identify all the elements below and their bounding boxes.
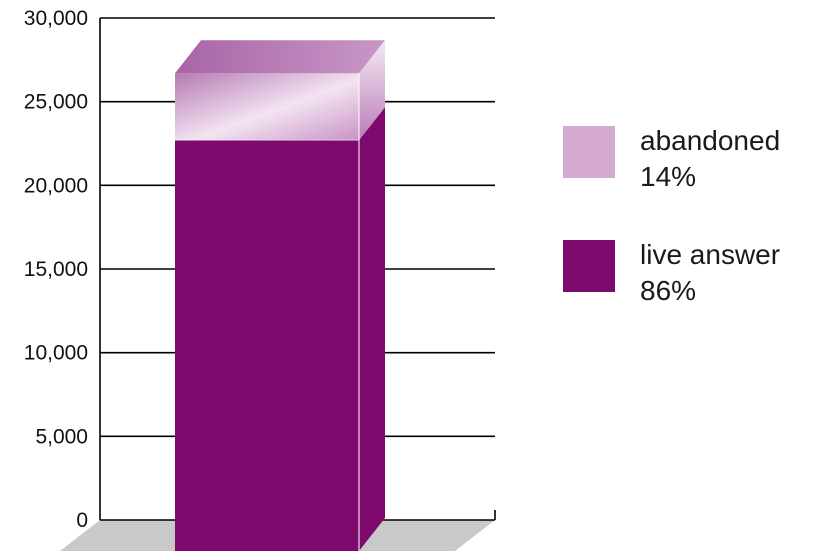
bar-segment-live-answer — [175, 140, 359, 551]
bar-segment-abandoned — [175, 73, 359, 141]
y-tick-label: 0 — [76, 509, 88, 532]
y-tick-label: 25,000 — [24, 91, 88, 114]
legend-swatch-live-answer — [563, 240, 615, 292]
bar-side-abandoned — [359, 40, 385, 141]
y-tick-label: 5,000 — [35, 425, 88, 448]
legend-label-live-answer: live answer — [640, 239, 780, 270]
legend-percent-abandoned: 14% — [640, 161, 696, 192]
y-tick-label: 20,000 — [24, 174, 88, 197]
legend-swatch-abandoned — [563, 126, 615, 178]
y-tick-label: 30,000 — [24, 7, 88, 30]
bar-side-live-answer — [359, 107, 385, 551]
y-tick-label: 15,000 — [24, 258, 88, 281]
y-tick-label: 10,000 — [24, 342, 88, 365]
legend-percent-live-answer: 86% — [640, 275, 696, 306]
bar-top-abandoned — [175, 40, 385, 74]
legend-label-abandoned: abandoned — [640, 125, 780, 156]
